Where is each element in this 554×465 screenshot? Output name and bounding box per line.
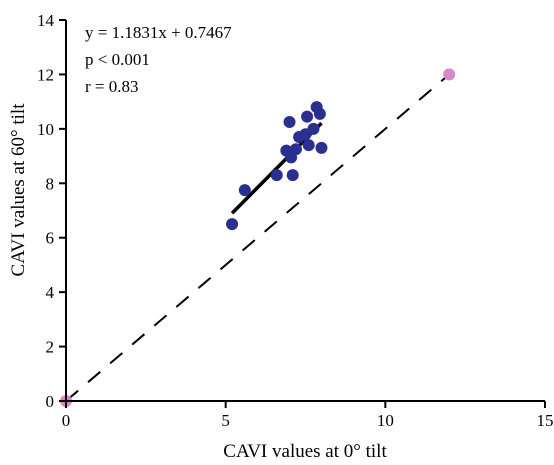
y-tick-label: 10 <box>37 120 54 139</box>
highlight-point <box>443 68 456 81</box>
data-point <box>286 169 299 182</box>
data-point <box>283 116 296 129</box>
identity-line-layer <box>65 73 450 402</box>
annotations: y = 1.1831x + 0.7467 p < 0.001 r = 0.83 <box>85 23 232 96</box>
x-tick-label: 5 <box>221 411 230 430</box>
data-point <box>302 139 315 152</box>
data-point <box>301 110 314 123</box>
y-tick-label: 6 <box>46 229 55 248</box>
y-tick-label: 8 <box>46 174 55 193</box>
y-tick-label: 14 <box>37 11 55 30</box>
y-axis-title: CAVI values at 60° tilt <box>8 103 29 277</box>
annotation-r-value: r = 0.83 <box>85 77 139 96</box>
y-tick-label: 4 <box>46 283 55 302</box>
x-axis-title: CAVI values at 0° tilt <box>223 441 387 462</box>
data-points-layer <box>226 101 328 231</box>
data-point <box>226 218 239 231</box>
x-tick-label: 0 <box>62 411 71 430</box>
y-tick-label: 0 <box>46 392 55 411</box>
data-point <box>238 184 251 197</box>
data-point <box>315 141 328 154</box>
x-tick-label: 15 <box>537 411 554 430</box>
y-tick-label: 2 <box>46 338 55 357</box>
annotation-p-value: p < 0.001 <box>85 50 150 69</box>
axes <box>65 20 545 402</box>
data-point <box>313 107 326 120</box>
y-tick-label: 12 <box>37 65 54 84</box>
data-point <box>270 169 283 182</box>
ticks: 0 5 10 15 0 2 4 6 8 10 12 14 <box>37 11 554 430</box>
data-point <box>307 122 320 135</box>
identity-line <box>65 73 450 402</box>
x-tick-label: 10 <box>377 411 394 430</box>
data-point <box>289 143 302 156</box>
annotation-equation: y = 1.1831x + 0.7467 <box>85 23 232 42</box>
